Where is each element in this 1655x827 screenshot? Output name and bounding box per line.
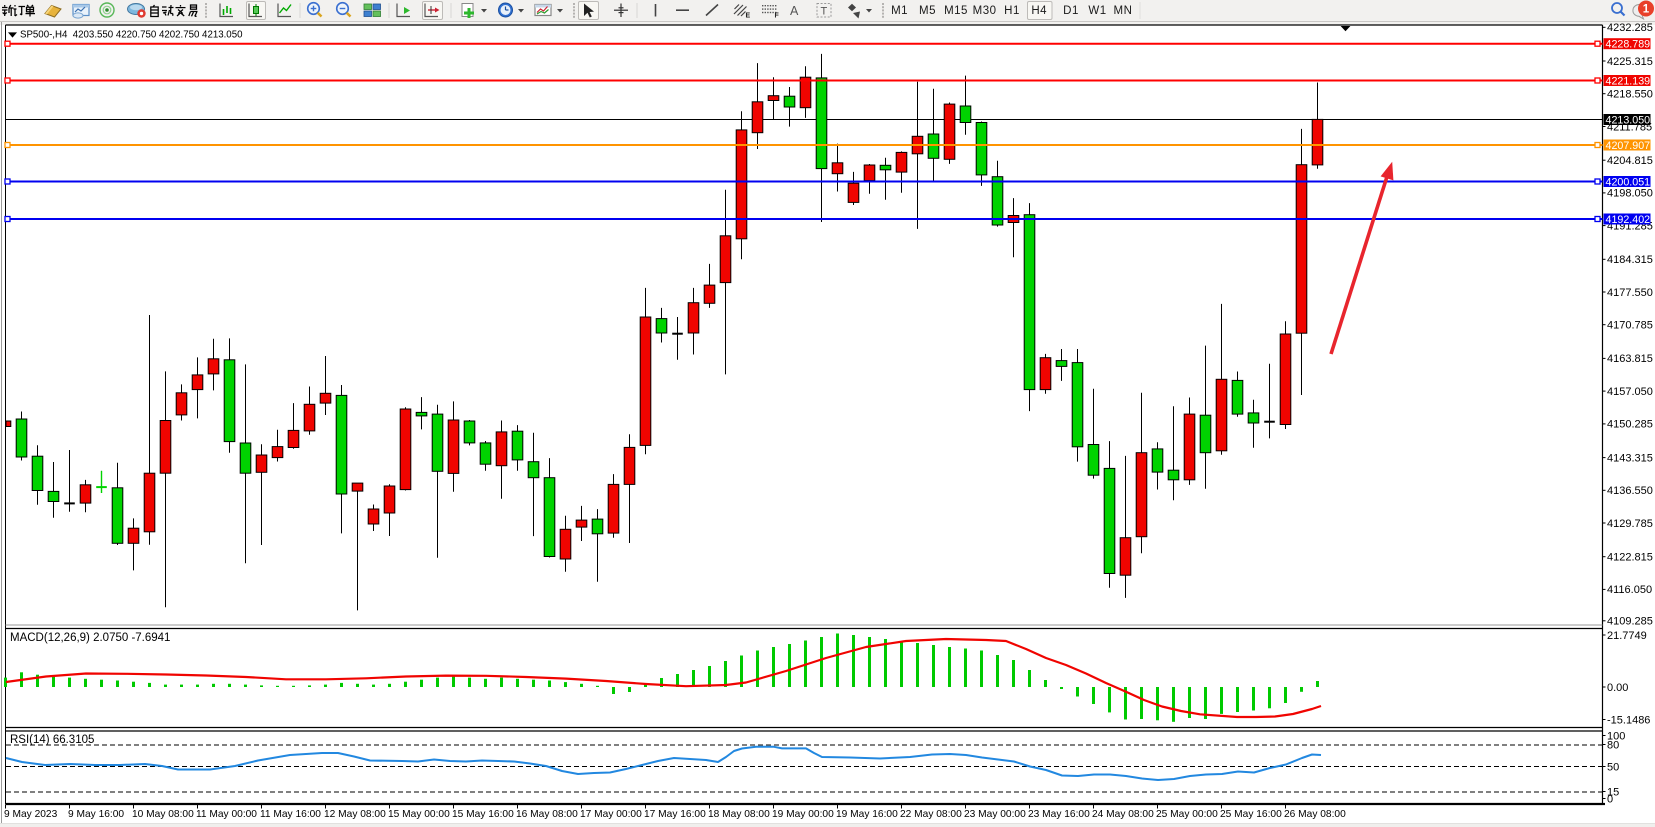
- svg-text:4228.789: 4228.789: [1606, 39, 1651, 51]
- svg-text:80: 80: [1607, 739, 1619, 751]
- svg-text:21.7749: 21.7749: [1607, 630, 1647, 642]
- svg-text:4150.285: 4150.285: [1607, 419, 1653, 431]
- svg-text:19 May 16:00: 19 May 16:00: [836, 809, 898, 820]
- svg-text:25 May 16:00: 25 May 16:00: [1220, 809, 1282, 820]
- svg-text:H1: H1: [1004, 5, 1020, 17]
- svg-text:4198.050: 4198.050: [1607, 188, 1653, 200]
- svg-text:25 May 00:00: 25 May 00:00: [1156, 809, 1218, 820]
- svg-text:1: 1: [1643, 4, 1650, 16]
- svg-text:MN: MN: [1114, 5, 1133, 17]
- svg-text:12 May 08:00: 12 May 08:00: [324, 809, 386, 820]
- svg-text:19 May 00:00: 19 May 00:00: [772, 809, 834, 820]
- svg-text:M15: M15: [944, 5, 968, 17]
- svg-text:24 May 08:00: 24 May 08:00: [1092, 809, 1154, 820]
- svg-text:16 May 08:00: 16 May 08:00: [516, 809, 578, 820]
- svg-text:4177.550: 4177.550: [1607, 287, 1653, 299]
- svg-text:15 May 00:00: 15 May 00:00: [388, 809, 450, 820]
- svg-text:4225.315: 4225.315: [1607, 56, 1653, 68]
- svg-text:23 May 00:00: 23 May 00:00: [964, 809, 1026, 820]
- svg-text:50: 50: [1607, 761, 1619, 773]
- svg-text:F: F: [775, 13, 780, 20]
- svg-text:23 May 16:00: 23 May 16:00: [1028, 809, 1090, 820]
- svg-text:10 May 08:00: 10 May 08:00: [132, 809, 194, 820]
- svg-text:E: E: [746, 13, 751, 20]
- svg-text:4157.050: 4157.050: [1607, 386, 1653, 398]
- svg-text:4221.139: 4221.139: [1606, 75, 1651, 87]
- svg-text:-15.1486: -15.1486: [1607, 714, 1650, 726]
- svg-text:4129.785: 4129.785: [1607, 518, 1653, 530]
- svg-text:4213.050: 4213.050: [1606, 114, 1651, 126]
- svg-text:15 May 16:00: 15 May 16:00: [452, 809, 514, 820]
- svg-text:MACD(12,26,9) 2.0750 -7.6941: MACD(12,26,9) 2.0750 -7.6941: [10, 632, 170, 644]
- svg-text:17 May 16:00: 17 May 16:00: [644, 809, 706, 820]
- svg-text:RSI(14) 66.3105: RSI(14) 66.3105: [10, 734, 94, 746]
- svg-text:4200.051: 4200.051: [1606, 176, 1651, 188]
- svg-text:4136.550: 4136.550: [1607, 485, 1653, 497]
- svg-text:W1: W1: [1088, 5, 1106, 17]
- svg-text:4192.402: 4192.402: [1606, 214, 1651, 226]
- svg-text:4218.550: 4218.550: [1607, 89, 1653, 101]
- svg-text:22 May 08:00: 22 May 08:00: [900, 809, 962, 820]
- svg-text:4122.815: 4122.815: [1607, 552, 1653, 564]
- svg-text:4109.285: 4109.285: [1607, 616, 1653, 628]
- svg-text:17 May 00:00: 17 May 00:00: [580, 809, 642, 820]
- svg-text:M30: M30: [973, 5, 997, 17]
- svg-text:18 May 08:00: 18 May 08:00: [708, 809, 770, 820]
- svg-text:9 May 16:00: 9 May 16:00: [68, 809, 124, 820]
- svg-text:4184.315: 4184.315: [1607, 254, 1653, 266]
- svg-text:0: 0: [1607, 793, 1613, 805]
- svg-text:4207.907: 4207.907: [1606, 140, 1651, 152]
- svg-text:H4: H4: [1031, 5, 1047, 17]
- svg-text:15: 15: [1607, 786, 1619, 798]
- svg-text:4170.785: 4170.785: [1607, 320, 1653, 332]
- svg-text:0.00: 0.00: [1607, 682, 1628, 694]
- svg-text:M5: M5: [919, 5, 936, 17]
- svg-text:A: A: [790, 4, 799, 18]
- svg-text:D1: D1: [1063, 5, 1079, 17]
- svg-text:11 May 00:00: 11 May 00:00: [196, 809, 257, 820]
- svg-text:4143.315: 4143.315: [1607, 452, 1653, 464]
- svg-text:4163.815: 4163.815: [1607, 353, 1653, 365]
- svg-text:M1: M1: [891, 5, 908, 17]
- svg-text:4232.285: 4232.285: [1607, 22, 1653, 34]
- svg-text:SP500-,H4 4203.550 4220.750 4: SP500-,H4 4203.550 4220.750 4202.750 421…: [20, 30, 243, 41]
- svg-text:9 May 2023: 9 May 2023: [4, 809, 58, 820]
- svg-text:T: T: [821, 6, 828, 18]
- svg-text:4116.050: 4116.050: [1607, 584, 1652, 596]
- svg-text:11 May 16:00: 11 May 16:00: [260, 809, 321, 820]
- svg-text:26 May 08:00: 26 May 08:00: [1284, 809, 1346, 820]
- svg-text:4204.815: 4204.815: [1607, 155, 1653, 167]
- svg-text:100: 100: [1607, 730, 1625, 742]
